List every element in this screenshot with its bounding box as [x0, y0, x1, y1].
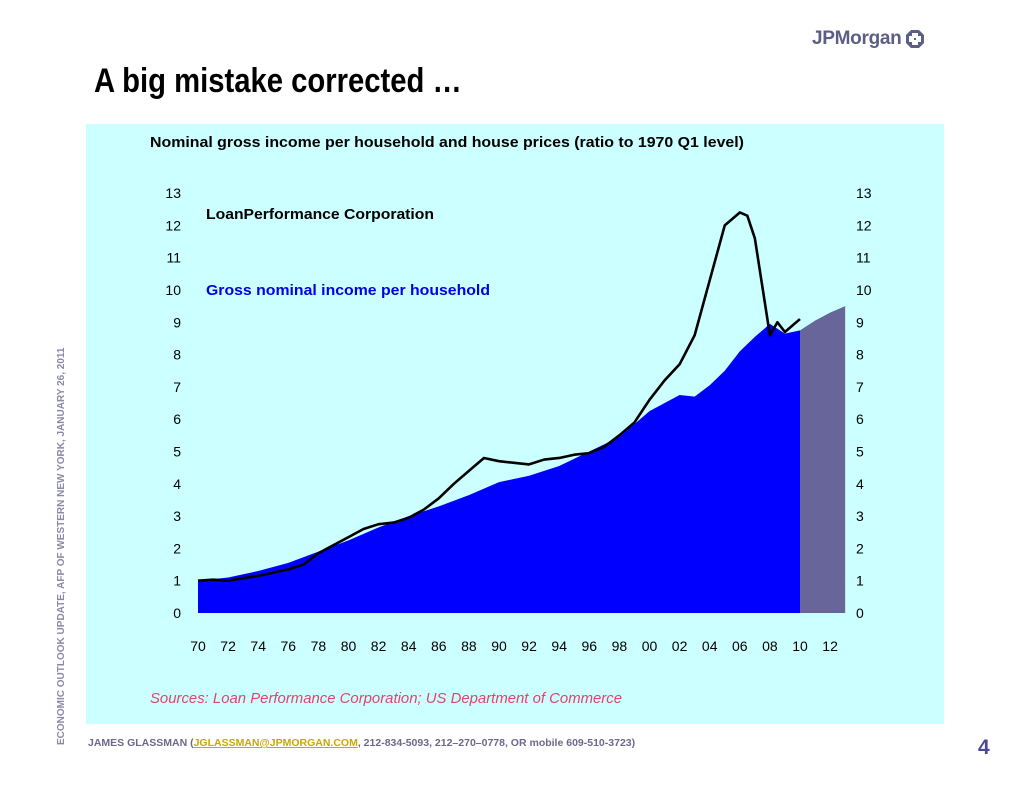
y-tick-label-right: 0 — [856, 605, 864, 621]
x-tick-label: 86 — [431, 638, 447, 654]
y-tick-label-right: 13 — [856, 185, 872, 201]
house-price-line — [197, 211, 801, 582]
chart-svg: Nominal gross income per household and h… — [150, 135, 872, 707]
y-tick-label-right: 11 — [856, 250, 871, 266]
x-tick-label: 88 — [461, 638, 477, 654]
x-tick-label: 06 — [732, 638, 748, 654]
x-tick-label: 74 — [250, 638, 266, 654]
income-forecast-area — [800, 306, 846, 613]
x-tick-label: 12 — [822, 638, 838, 654]
x-tick-label: 00 — [642, 638, 658, 654]
octagon-logo-icon — [906, 30, 925, 48]
y-tick-label-right: 10 — [856, 282, 872, 298]
y-tick-label-left: 6 — [173, 411, 181, 427]
y-tick-label-left: 3 — [173, 508, 181, 524]
x-tick-label: 04 — [702, 638, 718, 654]
page-number: 4 — [978, 736, 990, 759]
y-tick-label-right: 2 — [856, 540, 864, 556]
y-tick-label-left: 11 — [166, 250, 181, 266]
y-tick-label-right: 7 — [856, 379, 864, 395]
y-tick-label-right: 9 — [856, 314, 864, 330]
y-tick-label-left: 12 — [165, 217, 181, 233]
chart-panel: Nominal gross income per household and h… — [86, 124, 944, 724]
y-tick-label-left: 5 — [173, 444, 181, 460]
y-tick-label-right: 8 — [856, 347, 864, 363]
x-tick-label: 82 — [371, 638, 387, 654]
x-tick-label: 78 — [311, 638, 327, 654]
x-tick-label: 76 — [281, 638, 297, 654]
x-tick-label: 92 — [521, 638, 537, 654]
x-tick-label: 94 — [551, 638, 567, 654]
y-tick-label-left: 13 — [165, 185, 181, 201]
slide-title: A big mistake corrected … — [94, 62, 462, 100]
side-event-text: ECONOMIC OUTLOOK UPDATE, AFP OF WESTERN … — [56, 347, 67, 745]
y-tick-label-right: 1 — [856, 573, 864, 589]
y-tick-label-right: 3 — [856, 508, 864, 524]
x-tick-label: 80 — [341, 638, 357, 654]
chart-source: Sources: Loan Performance Corporation; U… — [150, 691, 622, 707]
footer-suffix: , 212-834-5093, 212–270–0778, OR mobile … — [357, 737, 636, 749]
x-tick-label: 90 — [491, 638, 507, 654]
x-tick-label: 72 — [220, 638, 236, 654]
chart-title: Nominal gross income per household and h… — [150, 135, 744, 151]
annotation-loanperformance: LoanPerformance Corporation — [206, 207, 434, 223]
y-tick-label-right: 12 — [856, 217, 872, 233]
x-tick-label: 70 — [190, 638, 206, 654]
y-tick-label-right: 4 — [856, 476, 864, 492]
x-tick-label: 96 — [582, 638, 598, 654]
footer-prefix: JAMES GLASSMAN ( — [88, 737, 194, 749]
x-tick-label: 02 — [672, 638, 688, 654]
x-tick-label: 10 — [792, 638, 808, 654]
y-tick-label-left: 1 — [173, 573, 181, 589]
x-tick-label: 08 — [762, 638, 778, 654]
jpmorgan-logo: JPMorgan — [812, 28, 925, 50]
y-tick-label-left: 9 — [173, 314, 181, 330]
annotation-income: Gross nominal income per household — [206, 283, 490, 299]
footer-contact: JAMES GLASSMAN (JGLASSMAN@JPMORGAN.COM, … — [88, 737, 635, 749]
y-tick-label-left: 2 — [173, 540, 181, 556]
y-tick-label-left: 8 — [173, 347, 181, 363]
y-tick-label-right: 6 — [856, 411, 864, 427]
y-tick-label-left: 10 — [165, 282, 181, 298]
logo-text: JPMorgan — [812, 28, 902, 49]
y-tick-label-left: 0 — [173, 605, 181, 621]
x-tick-label: 98 — [612, 638, 628, 654]
y-tick-label-right: 5 — [856, 444, 864, 460]
income-area — [198, 323, 800, 613]
footer-email-link[interactable]: JGLASSMAN@JPMORGAN.COM — [193, 737, 358, 749]
y-tick-label-left: 7 — [173, 379, 181, 395]
x-tick-label: 84 — [401, 638, 417, 654]
y-tick-label-left: 4 — [173, 476, 181, 492]
